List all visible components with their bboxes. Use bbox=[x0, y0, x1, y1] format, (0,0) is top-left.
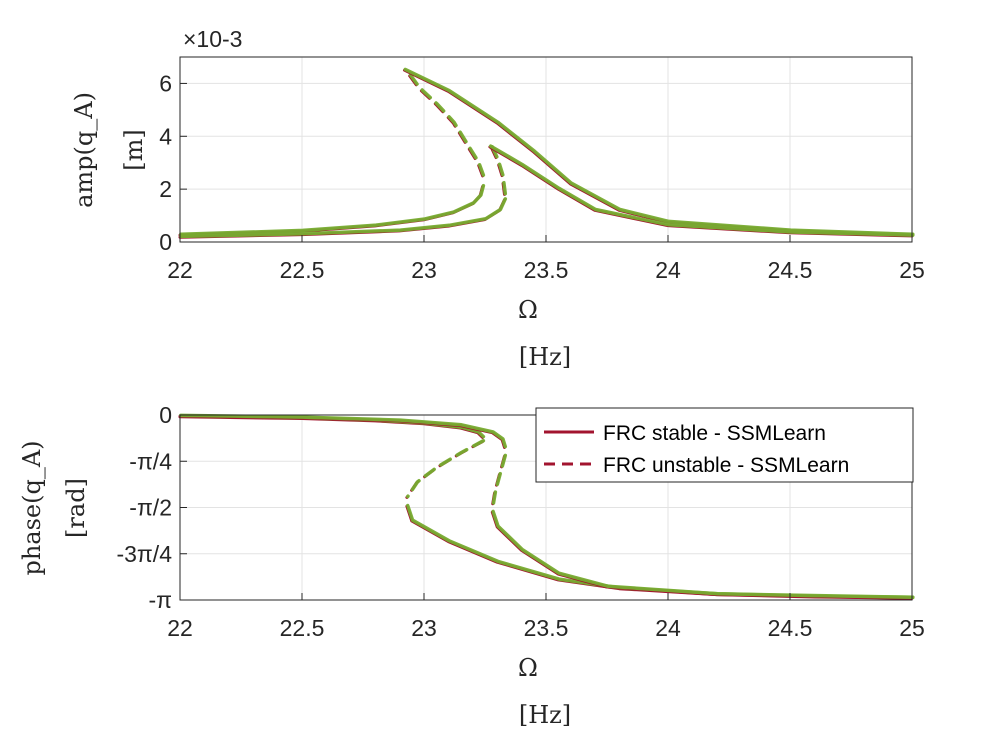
amplitude-x-tick-label: 24 bbox=[655, 257, 681, 283]
legend-stable-label: FRC stable - SSMLearn bbox=[603, 422, 826, 445]
amplitude-series-0-overlay-line bbox=[179, 183, 486, 237]
amplitude-x-tick-label: 23 bbox=[411, 257, 437, 283]
phase-x-unit: [Hz] bbox=[519, 701, 571, 729]
phase-y-tick-label: -3π/4 bbox=[116, 541, 172, 567]
phase-y-unit: [rad] bbox=[62, 478, 90, 538]
amplitude-y-tick-label: 6 bbox=[159, 70, 172, 96]
amplitude-y-ticks: 0 2 4 6 bbox=[159, 70, 187, 255]
amplitude-x-unit: [Hz] bbox=[519, 343, 571, 371]
phase-axes: 22 22.5 23 23.5 24 24.5 25 0-π/4-π/2-3π/4-π Ω … bbox=[18, 402, 925, 729]
amplitude-y-exponent: ×10-3 bbox=[183, 26, 242, 52]
amplitude-x-tick-label: 22 bbox=[167, 257, 193, 283]
amplitude-series-3-overlay-line bbox=[179, 197, 508, 239]
phase-y-label: phase(q_A) bbox=[18, 440, 46, 575]
phase-y-tick-label: 0 bbox=[159, 402, 172, 428]
legend: FRC stable - SSMLearn FRC unstable - SSM… bbox=[535, 407, 914, 483]
amplitude-x-label: Ω bbox=[518, 296, 538, 324]
phase-y-tick-label: -π bbox=[148, 587, 172, 613]
amplitude-x-tick-label: 23.5 bbox=[524, 257, 569, 283]
amplitude-series-2-overlay-line bbox=[403, 67, 915, 237]
phase-x-tick-label: 23.5 bbox=[524, 615, 569, 641]
amplitude-x-tick-label: 24.5 bbox=[768, 257, 813, 283]
amplitude-x-ticks: 22 22.5 23 23.5 24 24.5 25 bbox=[167, 235, 925, 283]
amplitude-y-tick-label: 4 bbox=[159, 123, 172, 149]
phase-series-5-overlay-line bbox=[491, 509, 915, 600]
amplitude-y-tick-label: 0 bbox=[159, 229, 172, 255]
phase-y-tick-label: -π/4 bbox=[129, 448, 172, 474]
phase-x-tick-label: 24 bbox=[655, 615, 681, 641]
amplitude-series-5-overlay-line bbox=[488, 144, 915, 237]
amplitude-series-1-overlay-line bbox=[408, 72, 486, 177]
amplitude-y-tick-label: 2 bbox=[159, 176, 172, 202]
amplitude-curves bbox=[178, 67, 915, 239]
amplitude-x-tick-label: 25 bbox=[899, 257, 925, 283]
phase-x-tick-label: 24.5 bbox=[768, 615, 813, 641]
amplitude-x-tick-label: 22.5 bbox=[280, 257, 325, 283]
legend-box bbox=[535, 407, 914, 483]
phase-series-1-overlay-line bbox=[405, 438, 486, 499]
phase-series-3-overlay-line bbox=[179, 413, 508, 449]
phase-x-tick-label: 22 bbox=[167, 615, 193, 641]
phase-x-label: Ω bbox=[518, 654, 538, 682]
phase-y-tick-label: -π/2 bbox=[129, 495, 172, 521]
phase-x-tick-label: 23 bbox=[411, 615, 437, 641]
phase-curves bbox=[178, 413, 915, 600]
phase-series-4-overlay-line bbox=[491, 453, 508, 508]
legend-unstable-label: FRC unstable - SSMLearn bbox=[603, 454, 849, 477]
phase-x-tick-label: 22.5 bbox=[280, 615, 325, 641]
amplitude-y-unit: [m] bbox=[120, 129, 148, 170]
phase-y-ticks: 0 -π/4 -π/2 -3π/4 -π bbox=[116, 402, 187, 613]
phase-x-tick-label: 25 bbox=[899, 615, 925, 641]
amplitude-y-label: amp(q_A) bbox=[70, 92, 98, 208]
phase-x-ticks: 22 22.5 23 23.5 24 24.5 25 bbox=[167, 593, 925, 641]
